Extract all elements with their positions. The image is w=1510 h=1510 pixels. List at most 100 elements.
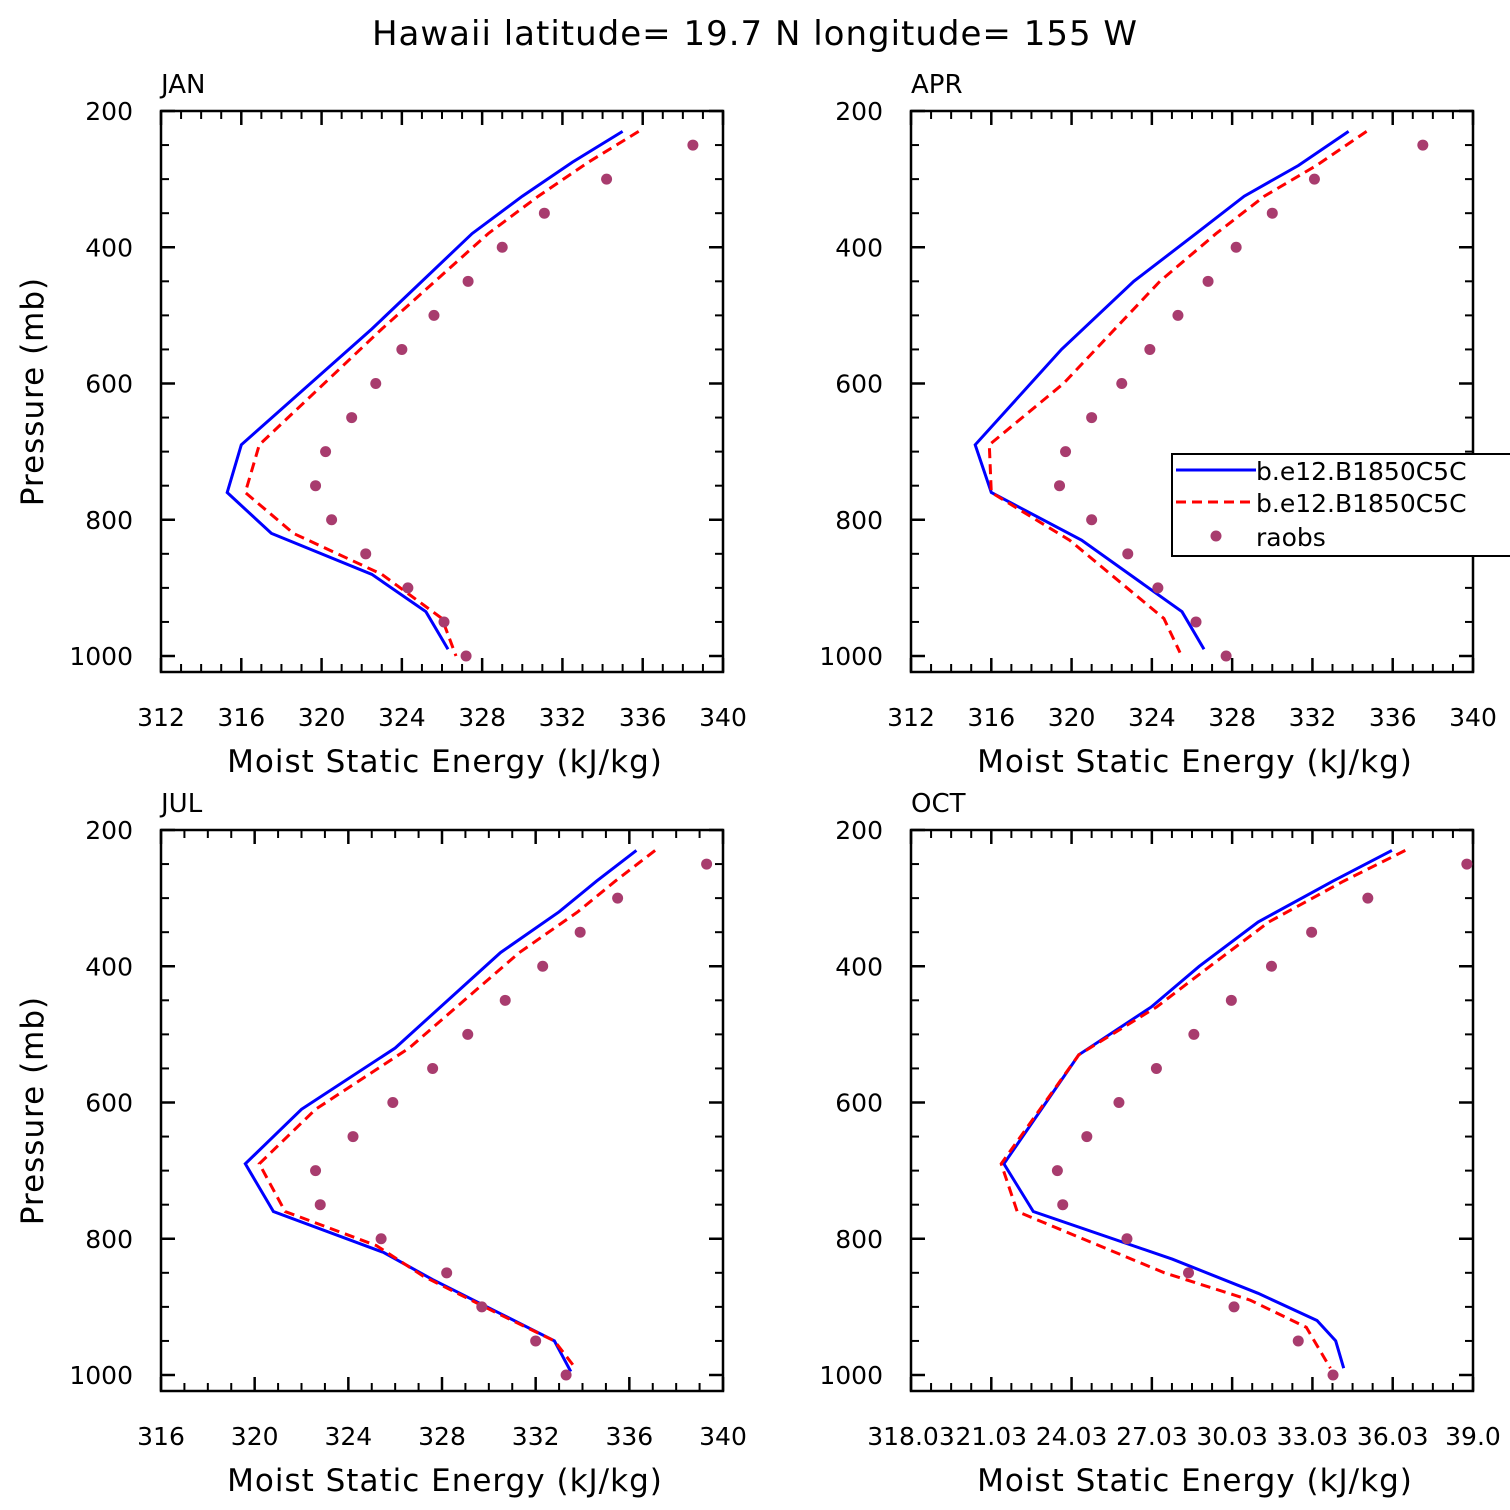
x-tick-label: 336	[619, 703, 667, 732]
figure-title: Hawaii latitude= 19.7 N longitude= 155 W	[372, 14, 1138, 54]
x-tick-label: 328	[418, 1422, 466, 1451]
legend-label: b.e12.B1850C5C	[1256, 457, 1467, 486]
x-tick-label: 316	[967, 703, 1015, 732]
x-tick-label: 340	[699, 703, 747, 732]
series-line-model-dashed	[999, 849, 1406, 1369]
y-tick-label: 800	[835, 506, 883, 535]
raobs-point	[1183, 1267, 1195, 1279]
x-tick-label: 332	[539, 703, 587, 732]
raobs-point	[1225, 994, 1237, 1006]
x-tick-label: 332	[512, 1422, 560, 1451]
raobs-point	[601, 173, 613, 185]
raobs-point	[346, 412, 358, 424]
raobs-point	[1113, 1097, 1125, 1108]
raobs-point	[560, 1369, 572, 1381]
raobs-point	[1116, 378, 1128, 389]
raobs-point	[314, 1199, 326, 1211]
raobs-point	[320, 446, 332, 458]
y-axis-label: Pressure (mb)	[15, 277, 51, 506]
y-tick-label: 400	[835, 952, 883, 981]
series-line-model-solid	[225, 130, 624, 650]
raobs-point	[537, 960, 549, 972]
y-tick-label: 400	[835, 233, 883, 262]
x-tick-label: 27.03	[1116, 1422, 1188, 1451]
panel-title: JAN	[159, 70, 205, 100]
x-tick-label: 21.03	[955, 1422, 1027, 1451]
raobs-point	[499, 994, 511, 1006]
raobs-point	[1461, 858, 1473, 870]
raobs-point	[1228, 1301, 1240, 1313]
raobs-point	[1327, 1369, 1339, 1381]
panel-jul: JUL 200 400 600 800 1000 316 320 324 328 332 336 340…	[15, 789, 747, 1499]
raobs-point	[1086, 412, 1098, 424]
y-tick-label: 800	[835, 1225, 883, 1254]
panel-title: JUL	[159, 789, 203, 819]
raobs-point	[387, 1097, 399, 1108]
y-tick-label: 600	[835, 370, 883, 399]
raobs-point	[574, 926, 586, 938]
plot-area	[999, 849, 1473, 1381]
raobs-point	[462, 275, 474, 287]
series-line-model-dashed	[243, 130, 640, 657]
plot-frame	[909, 109, 1475, 674]
y-tick-label: 1000	[819, 642, 883, 671]
panel-apr: APR 200 400 600 800 1000 312 316 320 324 328 332 336…	[819, 70, 1496, 780]
raobs-point	[1190, 616, 1202, 628]
raobs-point	[1230, 241, 1242, 253]
y-tick-label: 400	[85, 952, 133, 981]
raobs-point	[402, 582, 414, 594]
x-tick-label: 30.03	[1196, 1422, 1268, 1451]
raobs-point	[460, 650, 472, 662]
raobs-point	[701, 858, 713, 870]
y-tick-label: 800	[85, 1225, 133, 1254]
raobs-point	[375, 1233, 387, 1245]
x-tick-label: 36.03	[1357, 1422, 1429, 1451]
x-tick-label: 328	[1208, 703, 1256, 732]
series-line-model-dashed	[257, 849, 657, 1370]
x-tick-label: 332	[1289, 703, 1337, 732]
y-tick-label: 800	[85, 506, 133, 535]
plot-area	[243, 849, 713, 1381]
raobs-point	[1220, 650, 1232, 662]
raobs-point	[1306, 926, 1318, 938]
x-tick-label: 328	[458, 703, 506, 732]
raobs-point	[326, 514, 338, 526]
raobs-point	[396, 343, 408, 355]
raobs-point	[428, 309, 440, 321]
raobs-point	[538, 207, 550, 219]
raobs-point	[1150, 1062, 1162, 1074]
raobs-point	[438, 616, 450, 628]
x-tick-label: 336	[1369, 703, 1417, 732]
raobs-point	[1308, 173, 1320, 185]
y-axis-label: Pressure (mb)	[15, 996, 51, 1225]
raobs-point	[427, 1062, 439, 1074]
x-axis-label: Moist Static Energy (kJ/kg)	[227, 744, 663, 780]
x-tick-label: 320	[1048, 703, 1096, 732]
raobs-point	[1152, 582, 1164, 594]
raobs-point	[1172, 309, 1184, 321]
legend-marker-raobs	[1210, 530, 1222, 542]
y-tick-label: 200	[835, 97, 883, 126]
x-tick-label: 312	[137, 703, 185, 732]
legend-label: raobs	[1256, 523, 1326, 552]
y-tick-label: 1000	[69, 642, 133, 671]
raobs-point	[310, 1165, 322, 1177]
raobs-point	[1081, 1131, 1093, 1143]
raobs-point	[1266, 207, 1278, 219]
x-tick-label: 312	[887, 703, 935, 732]
x-tick-label: 320	[231, 1422, 279, 1451]
raobs-point	[1265, 960, 1277, 972]
y-tick-label: 400	[85, 233, 133, 262]
raobs-point	[370, 378, 382, 389]
y-tick-label: 600	[85, 1089, 133, 1118]
x-tick-label: 33.03	[1277, 1422, 1349, 1451]
raobs-point	[1121, 1233, 1133, 1245]
raobs-point	[1202, 275, 1214, 287]
panel-title: APR	[911, 70, 963, 100]
plot-frame	[159, 828, 725, 1393]
x-axis-label: Moist Static Energy (kJ/kg)	[977, 744, 1413, 780]
raobs-point	[1054, 480, 1066, 492]
series-line-model-solid	[1002, 849, 1393, 1369]
x-tick-label: 320	[298, 703, 346, 732]
